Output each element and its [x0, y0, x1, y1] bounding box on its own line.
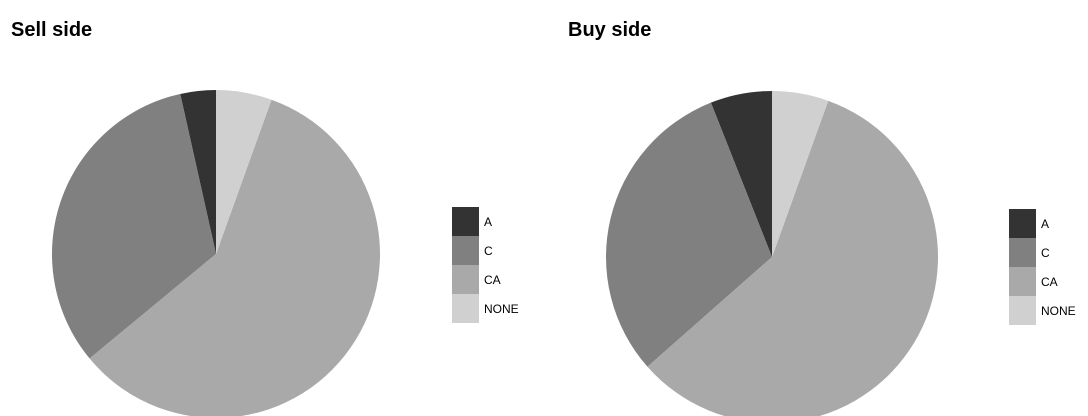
pie-slice-c — [606, 102, 772, 367]
legend-swatch-c — [452, 236, 479, 265]
legend-label-a: A — [1041, 217, 1050, 231]
chart-title: Sell side — [11, 19, 93, 41]
pie-slice-ca — [89, 99, 380, 416]
pie-slice-none — [772, 91, 829, 257]
legend-label-a: A — [484, 215, 493, 229]
buy-side-pie — [606, 91, 938, 416]
legend-swatch-ca — [1009, 267, 1036, 296]
legend-label-ca: CA — [1041, 275, 1058, 289]
pie-slice-c — [51, 93, 217, 359]
legend-label-ca: CA — [484, 273, 501, 287]
sell-side-panel: Sell side A C CA NONE — [11, 19, 519, 416]
legend-swatch-a — [452, 207, 479, 236]
legend-label-none: NONE — [484, 302, 519, 316]
sell-side-pie — [51, 90, 380, 416]
pie-slice-ca — [647, 100, 938, 416]
buy-side-panel: Buy side A C CA NONE — [544, 0, 1088, 416]
chart-title: Buy side — [568, 19, 652, 41]
pie-slice-a — [710, 91, 772, 257]
legend-swatch-none — [1009, 296, 1036, 325]
legend-label-c: C — [1041, 246, 1050, 260]
pie-slice-a — [180, 90, 216, 254]
legend-label-none: NONE — [1041, 304, 1076, 318]
pie-slice-none — [216, 90, 272, 254]
legend-swatch-none — [452, 294, 479, 323]
legend-label-c: C — [484, 244, 493, 258]
legend-swatch-c — [1009, 238, 1036, 267]
legend-swatch-ca — [452, 265, 479, 294]
legend-swatch-a — [1009, 209, 1036, 238]
